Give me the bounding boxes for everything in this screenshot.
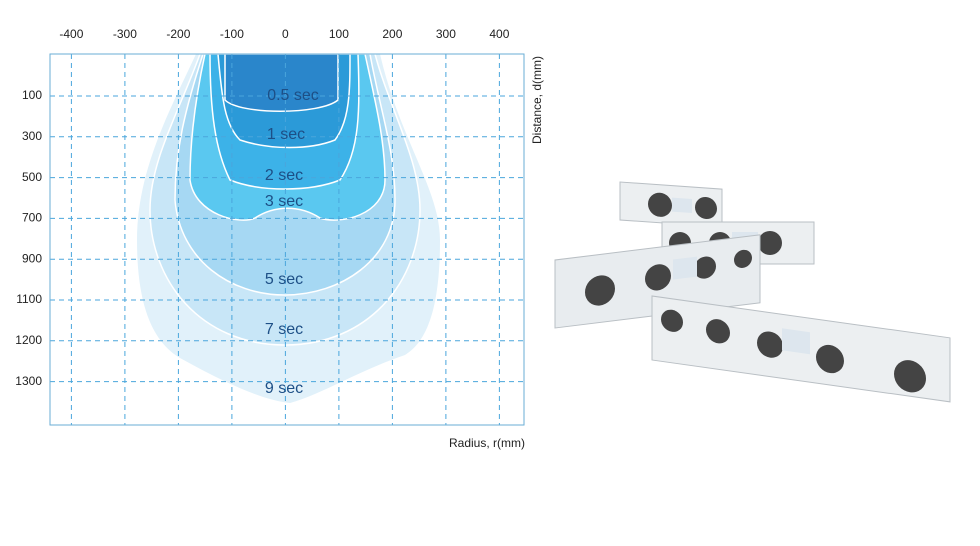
x-tick-label: 0 [282,27,289,41]
region-0-5-sec [224,53,339,112]
x-tick-label: 100 [329,27,349,41]
x-tick-label: -100 [220,27,244,41]
x-tick-label: 300 [436,27,456,41]
y-tick-label: 1200 [15,333,42,347]
y-tick-label: 500 [22,170,42,184]
x-tick-label: -200 [166,27,190,41]
contour-label: 3 sec [265,193,303,210]
x-tick-label: -300 [113,27,137,41]
y-tick-label: 1300 [15,374,42,388]
y-tick-label: 100 [22,88,42,102]
contour-label: 9 sec [265,380,303,397]
x-tick-label: -400 [59,27,83,41]
contour-label: 7 sec [265,321,303,338]
contour-label: 2 sec [265,167,303,184]
y-tick-label: 300 [22,129,42,143]
y-tick-label: 1100 [16,292,42,306]
x-tick-label: 200 [382,27,402,41]
x-tick-label: 400 [489,27,509,41]
contour-label: 5 sec [265,271,303,288]
y-tick-label: 900 [22,251,42,265]
product-image [554,181,951,403]
contour-label: 1 sec [267,126,305,143]
grid [50,54,524,425]
y-tick-label: 700 [22,211,42,225]
contour-label: 0.5 sec [267,87,319,104]
x-axis-title: Radius, r(mm) [449,436,525,450]
plot-frame [49,53,525,426]
y-axis-title: Distance, d(mm) [530,56,544,144]
contour-regions [137,53,440,403]
